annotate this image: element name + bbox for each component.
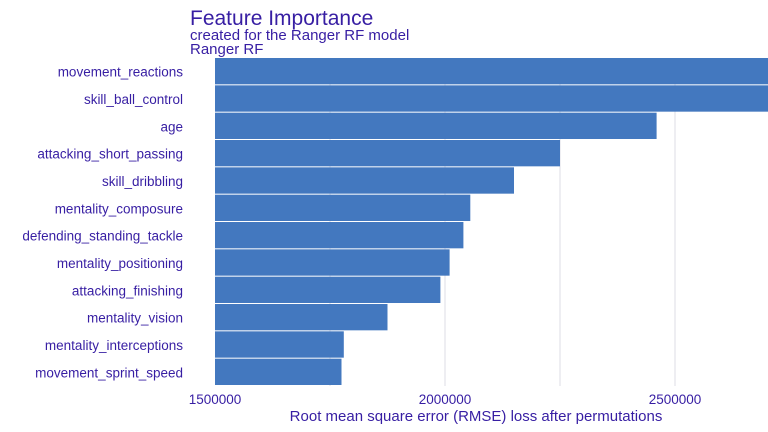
bar-age — [215, 112, 657, 139]
y-tick-label: skill_dribbling — [102, 174, 183, 189]
bar-defending-standing-tackle — [215, 222, 464, 249]
chart-subtitle: created for the Ranger RF model — [190, 27, 409, 44]
model-label: Ranger RF — [190, 41, 263, 58]
x-tick-label: 2500000 — [649, 392, 702, 407]
x-tick-label: 2000000 — [419, 392, 472, 407]
y-tick-label: attacking_short_passing — [37, 147, 183, 162]
y-tick-label: mentality_vision — [87, 311, 183, 326]
y-tick-label: attacking_finishing — [72, 283, 183, 298]
y-tick-label: mentality_positioning — [57, 256, 183, 271]
x-axis-title: Root mean square error (RMSE) loss after… — [290, 408, 663, 425]
y-tick-label: movement_reactions — [58, 65, 184, 80]
bar-skill-ball-control — [215, 85, 768, 112]
y-tick-label: skill_ball_control — [84, 92, 183, 107]
bar-movement-reactions — [215, 58, 768, 85]
chart-title: Feature Importance — [190, 7, 373, 30]
y-tick-label: mentality_composure — [55, 201, 183, 216]
bar-mentality-vision — [215, 304, 388, 331]
y-tick-label: mentality_interceptions — [45, 338, 183, 353]
y-tick-label: age — [160, 119, 183, 134]
bar-attacking-short-passing — [215, 140, 560, 167]
y-tick-label: movement_sprint_speed — [35, 365, 183, 380]
bar-mentality-interceptions — [215, 331, 344, 358]
y-tick-label: defending_standing_tackle — [22, 229, 183, 244]
bar-mentality-positioning — [215, 249, 450, 276]
bar-skill-dribbling — [215, 167, 514, 194]
bar-movement-sprint-speed — [215, 358, 342, 385]
bar-attacking-finishing — [215, 276, 441, 303]
x-axis-ticks: 15000002000000250000030000003500000 — [189, 392, 702, 407]
bar-mentality-composure — [215, 194, 471, 221]
bars-layer — [215, 58, 768, 385]
x-tick-label: 1500000 — [189, 392, 242, 407]
